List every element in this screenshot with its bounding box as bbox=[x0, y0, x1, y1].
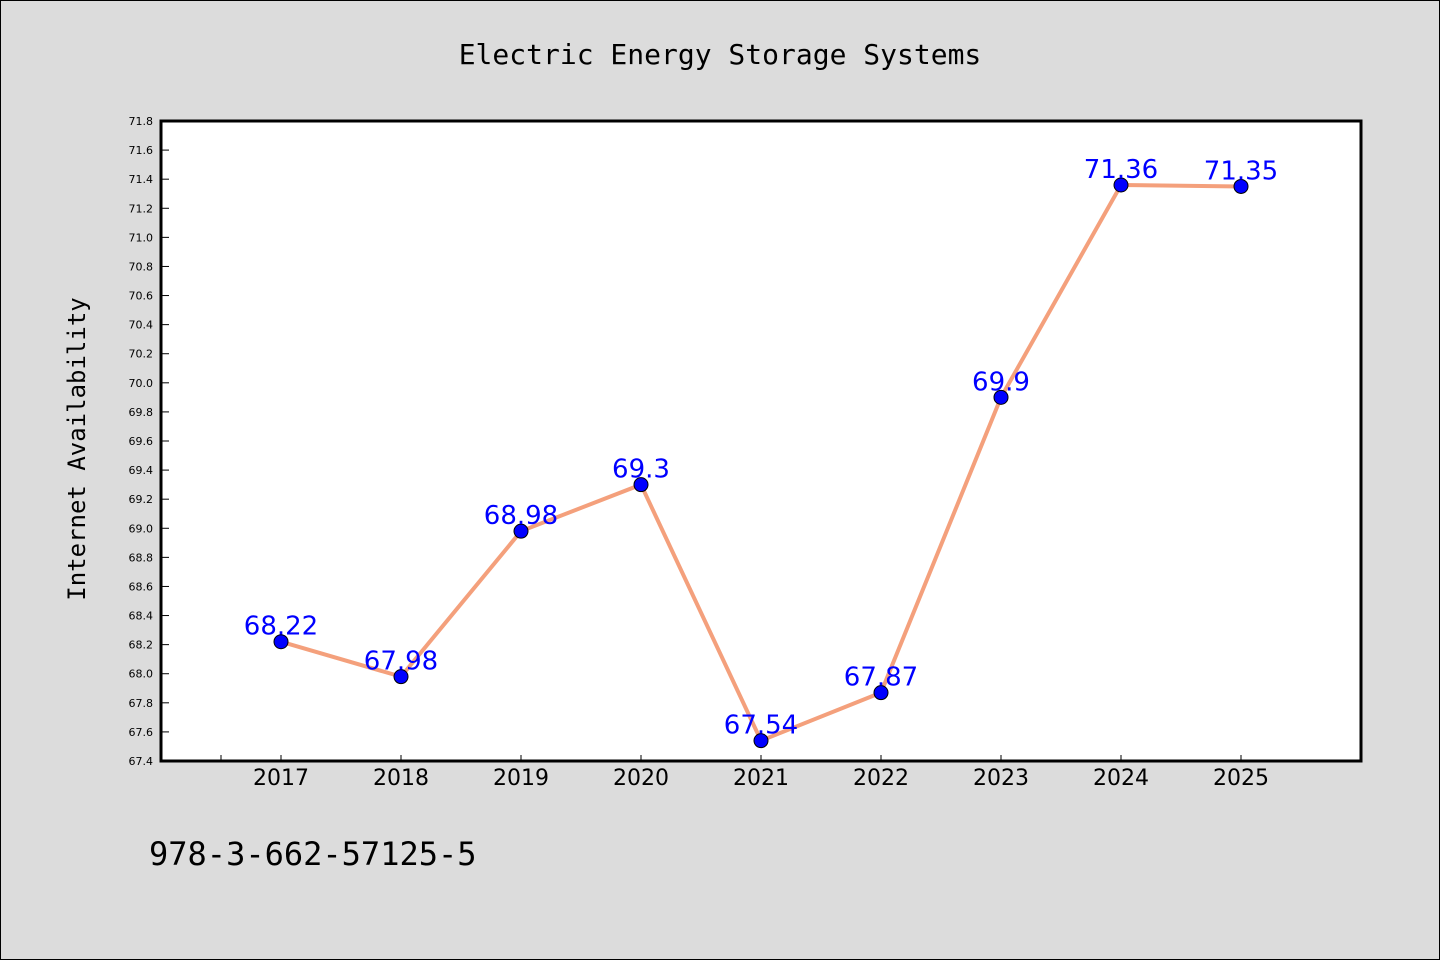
y-tick-label: 68.2 bbox=[129, 639, 154, 652]
y-tick-label: 70.4 bbox=[129, 319, 154, 332]
data-label: 67.54 bbox=[724, 711, 798, 741]
x-tick-label: 2021 bbox=[733, 766, 789, 791]
y-tick-label: 71.4 bbox=[129, 173, 154, 186]
data-label: 69.9 bbox=[972, 367, 1030, 397]
x-tick-label: 2025 bbox=[1213, 766, 1269, 791]
data-label: 71.35 bbox=[1204, 156, 1278, 186]
y-tick-label: 70.6 bbox=[129, 290, 154, 303]
y-tick-label: 70.2 bbox=[129, 348, 154, 361]
y-tick-label: 69.2 bbox=[129, 493, 154, 506]
data-point bbox=[753, 733, 769, 749]
y-tick-label: 71.2 bbox=[129, 202, 154, 215]
y-axis-label: Internet Availability bbox=[63, 297, 91, 600]
x-tick-label: 2022 bbox=[853, 766, 909, 791]
data-point bbox=[513, 523, 529, 539]
y-tick-label: 71.8 bbox=[129, 115, 154, 128]
chart-title: Electric Energy Storage Systems bbox=[459, 38, 982, 71]
data-point bbox=[1113, 177, 1129, 193]
y-tick-label: 71.6 bbox=[129, 144, 154, 157]
y-tick-label: 69.8 bbox=[129, 406, 154, 419]
y-tick-label: 69.4 bbox=[129, 464, 154, 477]
y-tick-label: 68.0 bbox=[129, 668, 154, 681]
data-labels-group: 68.22 67.98 68.98 69.3 67.54 67.87 69.9 71.36 71… bbox=[244, 155, 1278, 741]
x-tick-label: 2018 bbox=[373, 766, 429, 791]
data-point bbox=[993, 389, 1009, 405]
data-label: 71.36 bbox=[1084, 155, 1158, 185]
x-tick-label: 2019 bbox=[493, 766, 549, 791]
x-tick-label: 2023 bbox=[973, 766, 1029, 791]
isbn-annotation: 978-3-662-57125-5 bbox=[149, 835, 477, 873]
data-point bbox=[1233, 178, 1249, 194]
x-tick-label: 2017 bbox=[253, 766, 309, 791]
y-axis-ticks: 67.4 67.6 67.8 68.0 68.2 68.4 68.6 68.8 69.0 69.2… bbox=[129, 115, 169, 768]
data-label: 69.3 bbox=[612, 455, 670, 485]
y-tick-label: 68.4 bbox=[129, 610, 154, 623]
y-tick-label: 70.8 bbox=[129, 260, 154, 273]
y-tick-label: 67.6 bbox=[129, 726, 154, 739]
series-group bbox=[273, 177, 1249, 749]
data-label: 68.98 bbox=[484, 501, 558, 531]
x-tick-label: 2024 bbox=[1093, 766, 1149, 791]
data-point bbox=[393, 669, 409, 685]
data-point bbox=[873, 685, 889, 701]
data-label: 67.98 bbox=[364, 647, 438, 677]
plot-area bbox=[159, 119, 1363, 763]
y-tick-label: 71.0 bbox=[129, 231, 154, 244]
y-tick-label: 69.0 bbox=[129, 522, 154, 535]
y-tick-label: 68.6 bbox=[129, 580, 154, 593]
data-label: 68.22 bbox=[244, 612, 318, 642]
x-tick-label: 2020 bbox=[613, 766, 669, 791]
data-point bbox=[633, 477, 649, 493]
y-tick-label: 68.8 bbox=[129, 551, 154, 564]
y-tick-label: 67.4 bbox=[129, 755, 154, 768]
x-axis-ticks: 2017 2018 2019 2020 2021 2022 2023 2024 2025 bbox=[220, 755, 1269, 791]
y-tick-label: 70.0 bbox=[129, 377, 154, 390]
y-tick-label: 69.6 bbox=[129, 435, 154, 448]
data-point bbox=[273, 634, 289, 650]
y-tick-label: 67.8 bbox=[129, 697, 154, 710]
data-label: 67.87 bbox=[844, 663, 918, 693]
